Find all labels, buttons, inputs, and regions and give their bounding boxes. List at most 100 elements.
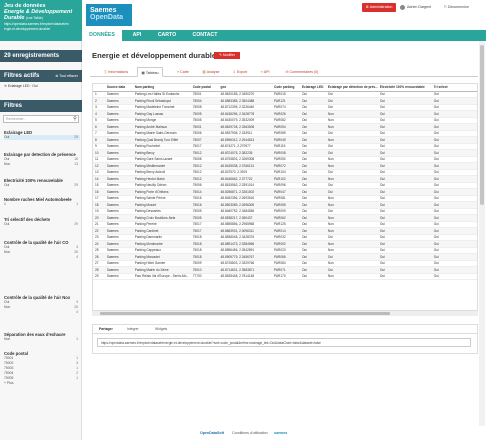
table-row[interactable]: 6 Saemes Parking André Malraux 75001 48.8629…	[93, 123, 477, 131]
edit-button[interactable]: ✎ Modifier	[214, 52, 240, 59]
nav-donnees[interactable]: DONNÉES	[82, 30, 122, 41]
share-url-field[interactable]: https://opendata.saemes.fr/explore/datas…	[97, 338, 471, 347]
table-row[interactable]: 17 Saemes Parking Sainte Périne 75016 48.845…	[93, 195, 477, 202]
table-row[interactable]: 18 Saemes Parking Mozart 75016 48.8503089, 2…	[93, 201, 477, 209]
table-row[interactable]: 10 Saemes Parking Bercy 75012 48.8374075, 2.…	[93, 149, 477, 157]
saemes-opendata-logo[interactable]: Saemes OpenData	[86, 4, 132, 26]
table-row[interactable]: 21 Saemes Parking Pereire 75017 48.8855856, …	[93, 221, 477, 228]
table-row[interactable]: 22 Saemes Parking Cardinet 75017 48.8863931,…	[93, 227, 477, 235]
facet-value[interactable]: Non 26	[4, 250, 80, 255]
table-row[interactable]: 16 Saemes Parking Porte d'Orléans 75014 48.8…	[93, 188, 477, 196]
tab-api[interactable]: ‹› API	[256, 67, 274, 77]
brand-url-2[interactable]: ergie-et-developpement-durable/	[4, 27, 51, 31]
table-row[interactable]: 1 Saemes Parking Les Halles St Eustache 750…	[93, 91, 477, 98]
table-row[interactable]: 13 Saemes Parking Bercy Auteuil 75012 48.837…	[93, 169, 477, 176]
table-row[interactable]: 27 Saemes Parking Hôtel Garnier 75009 48.872…	[93, 260, 477, 267]
table-row[interactable]: 25 Saemes Parking Cappeaux 75018 48.8896456,…	[93, 247, 477, 254]
facet-value[interactable]: Oui 3	[4, 245, 80, 250]
table-row[interactable]: 9 Saemes Parking Rochefort 75017 48.874271, …	[93, 143, 477, 150]
share-tab-partager[interactable]: Partager	[99, 327, 113, 331]
horizontal-scrollbar-thumb[interactable]	[100, 312, 390, 315]
facet-title[interactable]: Séparation des eaux d'exhaure	[4, 332, 66, 337]
facet-value[interactable]: 75001 1	[4, 356, 80, 361]
table-row[interactable]: 8 Saemes Parking Quai Branly Tour Eiffel 75…	[93, 136, 477, 144]
facet-title[interactable]: Contrôle de la qualité de l'air CO	[4, 240, 69, 245]
table-row[interactable]: 5 Saemes Parking Monge 75005 48.8430079, 2.3…	[93, 117, 477, 124]
tab-export[interactable]: ⇩ Export	[228, 67, 252, 77]
nav-carto[interactable]: CARTO	[157, 32, 177, 38]
facet-value[interactable]: 75005 1	[4, 376, 80, 381]
table-row[interactable]: 15 Saemes Parking Neuilly Odéon 75006 48.851…	[93, 182, 477, 189]
column-header[interactable]: Source data	[104, 84, 133, 92]
column-header[interactable]: Electricité 100% renouvelable	[377, 84, 432, 92]
facet-value[interactable]: Non 26	[4, 305, 80, 310]
facet-value[interactable]: Oui 16	[4, 157, 80, 162]
saemes-footer-logo[interactable]: saemes	[274, 431, 288, 435]
facet-value[interactable]: Oui 3	[4, 300, 80, 305]
opendatasoft-logo[interactable]: OpenDataSoft	[200, 431, 224, 435]
table-row[interactable]: 19 Saemes Parking Descartes 75005 48.8460752…	[93, 208, 477, 215]
facet-title[interactable]: Electricité 100% renouvelable	[4, 178, 63, 183]
vertical-scrollbar[interactable]	[479, 41, 485, 426]
table-row[interactable]: 23 Saemes Parking Dammartin 75018 48.8838048…	[93, 234, 477, 241]
facet-value[interactable]: 4	[4, 310, 80, 315]
facet-title[interactable]: Eclairage par detection de présence	[4, 152, 76, 157]
facet-value[interactable]: 75003 1	[4, 366, 80, 371]
active-filter-chip[interactable]: ✕ Eclairage LED : Oui	[2, 83, 80, 90]
table-row[interactable]: 4 Saemes Parking Gay Lussac 75005 48.8436296…	[93, 110, 477, 118]
table-row[interactable]: 20 Saemes Parking Croix Bouillons-Nets 7500…	[93, 214, 477, 222]
facet-value[interactable]: + Plus	[4, 381, 80, 386]
clear-filters-button[interactable]: ⊗ Tout effacer	[55, 70, 78, 82]
facet-value[interactable]: 4	[4, 255, 80, 260]
table-row[interactable]: 24 Saemes Parking Montmartre 75018 48.889147…	[93, 240, 477, 248]
column-header[interactable]: Nom parking	[132, 84, 191, 92]
table-row[interactable]: 29 Saemes Parc Relais Val d'Europe - Serri…	[93, 273, 477, 280]
user-menu[interactable]: Adrien Dargent	[400, 3, 440, 12]
table-row[interactable]: 2 Saemes Parking Rivoli Sébastopol 75004 48.…	[93, 97, 477, 105]
facet-value[interactable]: Oui 29	[4, 222, 80, 227]
share-tab-integrer[interactable]: Intégrer	[127, 327, 139, 331]
logout-link[interactable]: ⎋ Déconnexion	[444, 3, 482, 12]
table-row[interactable]: 12 Saemes Parking Méditerranée 75012 48.8439…	[93, 162, 477, 170]
terms-link[interactable]: Conditions d'utilisation	[232, 431, 268, 435]
tab-informations[interactable]: ⓘ Informations	[96, 67, 136, 77]
column-header[interactable]: Eclairage LED	[299, 84, 326, 92]
brand-url-1[interactable]: https://opendata.saemes.fr/explore/datas…	[4, 22, 69, 26]
share-tab-widgets[interactable]: Widgets	[155, 327, 168, 331]
nav-api[interactable]: API	[132, 32, 142, 38]
tab-commentaires[interactable]: ✉ Commentaires (0)	[280, 67, 324, 77]
nav-contact[interactable]: CONTACT	[192, 32, 218, 38]
facet-title[interactable]: Code postal	[4, 351, 28, 356]
facet-title[interactable]: Contrôle de la qualité de l'air Nox	[4, 295, 71, 300]
column-header[interactable]: Eclairage par détection de prés...	[325, 84, 378, 92]
facet-title[interactable]: Eclairage LED	[4, 130, 33, 135]
column-header[interactable]: Tri sélect	[431, 84, 477, 92]
filter-search-input[interactable]: Rechercher...	[3, 115, 79, 123]
tab-carte[interactable]: ⌖ Carte	[172, 67, 194, 77]
table-row[interactable]: 11 Saemes Parking Gare Saint-Lazare 75008 48…	[93, 156, 477, 163]
data-table-container[interactable]: Source data Nom parking Code postal geo Code…	[92, 83, 478, 311]
facet-value[interactable]: Non 1	[4, 337, 80, 342]
table-row[interactable]: 7 Saemes Parking Mairie Saint-Germain 75006…	[93, 130, 477, 137]
facet-value[interactable]: 75004 2	[4, 371, 80, 376]
administration-button[interactable]: ⚙ Administration	[362, 3, 396, 12]
tab-tableau[interactable]: ▦ Tableau	[137, 67, 163, 77]
column-header[interactable]: geo	[218, 84, 273, 92]
table-row[interactable]: 14 Saemes Parking Hector Malot 75012 48.8446…	[93, 175, 477, 183]
facet-value[interactable]: Non 13	[4, 162, 80, 167]
column-header[interactable]: Code postal	[190, 84, 219, 92]
table-row[interactable]: 26 Saemes Parking Marcadet 75018 48.8909779,…	[93, 253, 477, 261]
tab-analyse[interactable]: ▥ Analyse	[198, 67, 224, 77]
vertical-scrollbar-thumb[interactable]	[480, 45, 484, 205]
table-row[interactable]: 28 Saemes Parking Mairie du Xème 75010 48.87…	[93, 266, 477, 274]
column-header[interactable]	[93, 84, 105, 92]
facet-value[interactable]: Oui 29	[4, 183, 80, 188]
search-icon[interactable]: ⚲	[73, 116, 77, 122]
horizontal-scrollbar[interactable]	[92, 311, 478, 316]
facet-value[interactable]: 75002 3	[4, 361, 80, 366]
facet-title[interactable]: Nombre ruches Miel Automobeele	[4, 197, 72, 202]
facet-value[interactable]: Oui 29	[4, 135, 80, 140]
table-row[interactable]: 3 Saemes Parking Madeleine Tronchet 75008 48…	[93, 104, 477, 111]
facet-title[interactable]: Tri sélectif des déchets	[4, 217, 51, 222]
